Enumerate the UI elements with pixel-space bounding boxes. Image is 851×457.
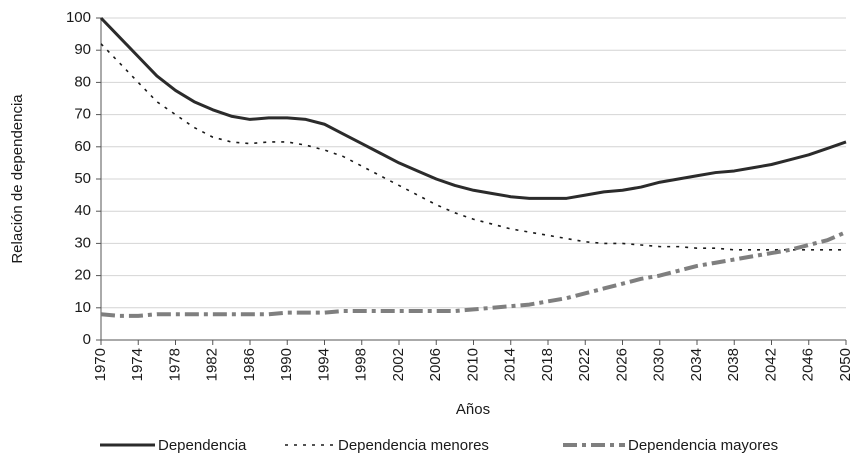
x-tick-label: 1970 [92, 348, 109, 381]
y-tick-label: 80 [74, 73, 91, 90]
y-tick-label: 70 [74, 106, 91, 123]
x-tick-label: 1990 [278, 348, 295, 381]
y-tick-label: 50 [74, 170, 91, 187]
legend-label: Dependencia mayores [628, 437, 778, 454]
y-tick-label: 0 [83, 331, 91, 348]
x-axis-label: Años [456, 401, 490, 418]
x-tick-label: 2014 [502, 348, 519, 381]
y-tick-label: 90 [74, 41, 91, 58]
x-tick-label: 2046 [800, 348, 817, 381]
x-tick-label: 1978 [166, 348, 183, 381]
x-tick-label: 2022 [576, 348, 593, 381]
x-tick-label: 2026 [613, 348, 630, 381]
x-tick-label: 1974 [129, 348, 146, 381]
y-tick-label: 40 [74, 202, 91, 219]
x-tick-label: 2038 [725, 348, 742, 381]
series-line [100, 43, 846, 251]
x-tick-label: 2018 [539, 348, 556, 381]
x-tick-label: 2006 [427, 348, 444, 381]
x-tick-label: 2030 [651, 348, 668, 381]
x-tick-label: 1994 [315, 348, 332, 381]
y-axis-label: Relación de dependencia [9, 94, 26, 264]
x-tick-label: 2050 [837, 348, 851, 381]
y-tick-label: 60 [74, 138, 91, 155]
series-line [100, 230, 847, 318]
x-tick-label: 1998 [353, 348, 370, 381]
y-tick-label: 20 [74, 267, 91, 284]
x-tick-label: 2042 [762, 348, 779, 381]
x-tick-label: 2034 [688, 348, 705, 381]
legend-label: Dependencia [158, 437, 247, 454]
x-tick-label: 2002 [390, 348, 407, 381]
legend-label: Dependencia menores [338, 437, 489, 454]
y-tick-label: 30 [74, 234, 91, 251]
x-tick-label: 1982 [204, 348, 221, 381]
x-tick-label: 1986 [241, 348, 258, 381]
y-tick-label: 10 [74, 299, 91, 316]
y-tick-label: 100 [66, 9, 91, 26]
x-tick-label: 2010 [464, 348, 481, 381]
series-line [99, 16, 847, 200]
